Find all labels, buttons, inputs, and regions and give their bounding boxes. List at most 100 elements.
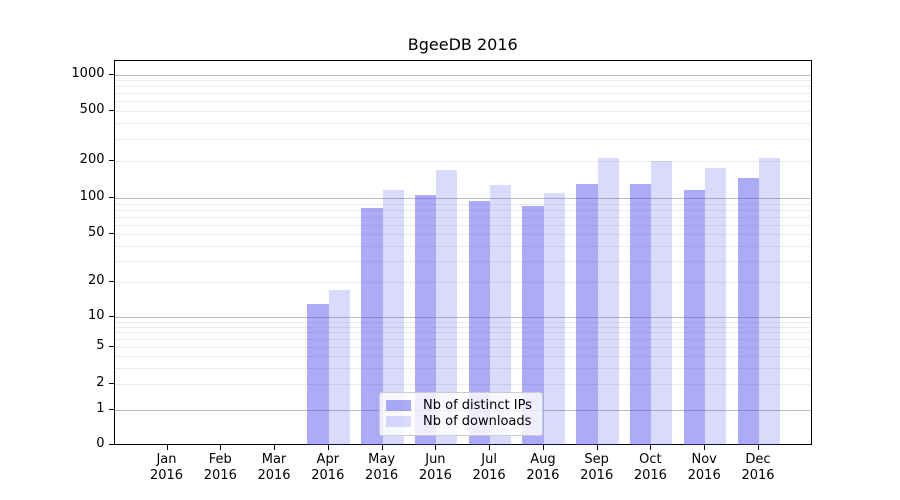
minor-gridline-8 <box>114 326 811 328</box>
x-tick-label-mar: Mar 2016 <box>257 452 291 483</box>
minor-gridline-7 <box>114 332 811 334</box>
x-tick-label-sep: Sep 2016 <box>580 452 614 483</box>
bar-distinct-ips-oct <box>629 183 652 445</box>
major-gridline-100 <box>114 198 811 199</box>
minor-gridline-4 <box>114 356 811 357</box>
y-tick-label-5: 5 <box>96 338 105 353</box>
minor-gridline-9 <box>114 321 811 323</box>
major-gridline-10 <box>114 317 811 318</box>
legend-label-downloads: Nb of downloads <box>423 414 532 429</box>
legend-swatch-distinct-ips <box>386 400 411 411</box>
bar-downloads-jun <box>436 170 458 445</box>
minor-gridline-3 <box>114 367 811 369</box>
bar-downloads-apr <box>328 290 350 445</box>
chart-title: BgeeDB 2016 <box>407 35 518 54</box>
y-tick-10 <box>108 316 114 317</box>
x-tick-label-jul: Jul 2016 <box>472 452 506 483</box>
bar-distinct-ips-nov <box>683 190 706 445</box>
x-tick-jul <box>489 445 491 450</box>
y-tick-0 <box>108 444 114 445</box>
x-tick-mar <box>274 445 275 450</box>
y-tick-label-50: 50 <box>87 225 105 240</box>
legend-swatch-downloads <box>386 416 411 427</box>
y-tick-label-200: 200 <box>79 151 105 167</box>
bar-downloads-may <box>382 189 404 445</box>
minor-gridline-500 <box>114 110 811 112</box>
minor-gridline-700 <box>114 93 811 94</box>
minor-gridline-400 <box>114 122 811 124</box>
y-tick-5 <box>108 346 114 347</box>
legend-label-distinct-ips: Nb of distinct IPs <box>423 398 532 413</box>
bar-distinct-ips-jul <box>468 201 491 445</box>
minor-gridline-300 <box>114 138 811 140</box>
y-tick-label-20: 20 <box>87 273 105 288</box>
y-tick-label-500: 500 <box>79 101 105 117</box>
x-tick-sep <box>596 445 598 450</box>
x-tick-label-oct: Oct 2016 <box>633 452 667 483</box>
y-tick-20 <box>108 281 114 282</box>
x-tick-label-nov: Nov 2016 <box>687 452 721 483</box>
x-tick-label-apr: Apr 2016 <box>311 452 345 483</box>
x-tick-nov <box>704 445 706 450</box>
x-tick-oct <box>650 445 652 450</box>
x-tick-may <box>381 445 383 450</box>
bar-distinct-ips-aug <box>522 205 544 445</box>
x-tick-jun <box>435 445 437 450</box>
minor-gridline-200 <box>114 160 811 162</box>
bar-downloads-jul <box>490 184 512 445</box>
bar-distinct-ips-may <box>361 208 383 445</box>
minor-gridline-50 <box>114 234 811 235</box>
x-tick-label-feb: Feb 2016 <box>203 452 237 483</box>
bar-downloads-nov <box>705 168 727 445</box>
minor-gridline-600 <box>114 101 811 102</box>
y-tick-label-0: 0 <box>96 436 105 451</box>
y-tick-label-1000: 1000 <box>71 65 105 81</box>
legend-item-distinct-ips: Nb of distinct IPs <box>386 398 534 414</box>
minor-gridline-6 <box>114 339 811 341</box>
major-gridline-1000 <box>114 74 811 76</box>
minor-gridline-60 <box>114 224 811 226</box>
minor-gridline-800 <box>114 86 811 88</box>
bar-distinct-ips-apr <box>307 303 329 445</box>
bar-distinct-ips-jun <box>414 194 437 445</box>
minor-gridline-80 <box>114 209 811 211</box>
minor-gridline-2 <box>114 384 811 385</box>
bar-downloads-aug <box>543 193 565 445</box>
y-tick-100 <box>108 197 114 198</box>
minor-gridline-40 <box>114 245 811 247</box>
minor-gridline-20 <box>114 282 811 283</box>
y-tick-label-100: 100 <box>79 189 105 204</box>
y-tick-label-1: 1 <box>96 400 105 416</box>
y-tick-label-10: 10 <box>87 308 105 323</box>
bar-downloads-dec <box>759 158 780 445</box>
x-tick-apr <box>327 445 329 450</box>
legend: Nb of distinct IPs Nb of downloads <box>379 391 543 436</box>
y-tick-1000 <box>108 73 114 75</box>
x-tick-feb <box>220 445 222 450</box>
bar-downloads-sep <box>597 158 619 445</box>
x-tick-label-may: May 2016 <box>365 452 399 483</box>
x-tick-jan <box>166 445 168 450</box>
minor-gridline-5 <box>114 347 811 348</box>
bar-distinct-ips-dec <box>737 178 759 445</box>
x-tick-label-jun: Jun 2016 <box>418 452 452 483</box>
bar-distinct-ips-sep <box>576 184 598 445</box>
y-tick-50 <box>108 233 114 234</box>
minor-gridline-30 <box>114 260 811 262</box>
x-tick-label-dec: Dec 2016 <box>741 452 775 483</box>
minor-gridline-70 <box>114 216 811 218</box>
y-tick-500 <box>108 109 114 111</box>
plot-area <box>113 60 812 445</box>
x-tick-aug <box>542 445 544 450</box>
y-tick-2 <box>108 383 114 384</box>
bar-downloads-oct <box>651 160 673 445</box>
x-tick-label-aug: Aug 2016 <box>526 452 560 483</box>
x-tick-dec <box>758 445 759 450</box>
x-tick-label-jan: Jan 2016 <box>149 452 184 483</box>
y-tick-1 <box>108 408 114 410</box>
legend-item-downloads: Nb of downloads <box>386 414 534 430</box>
minor-gridline-900 <box>114 80 811 81</box>
minor-gridline-90 <box>114 203 811 205</box>
y-tick-200 <box>108 159 114 161</box>
